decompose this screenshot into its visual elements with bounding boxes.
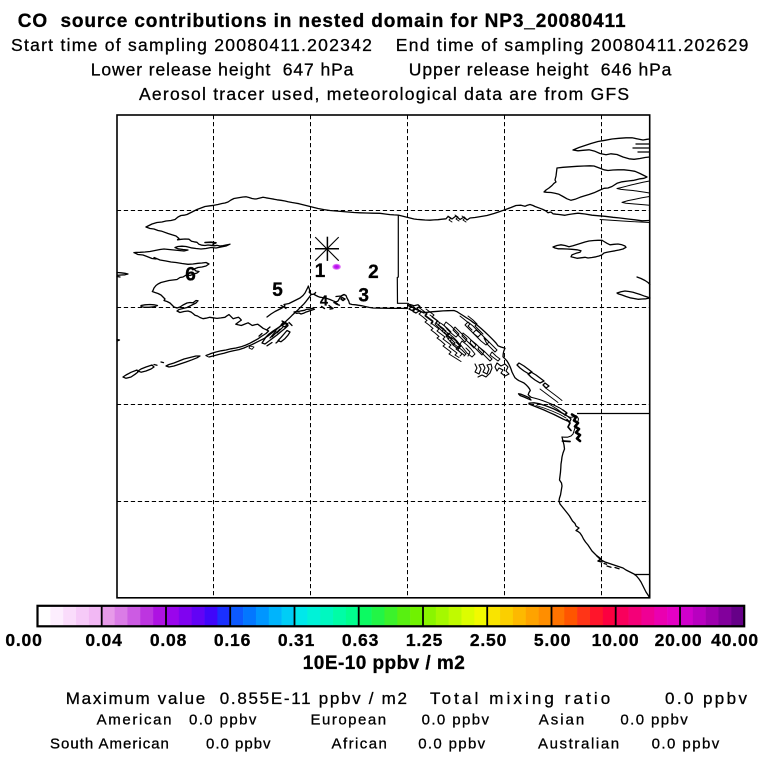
svg-text:0.04: 0.04 [85, 630, 122, 650]
svg-text:20.00: 20.00 [655, 630, 703, 650]
svg-text:0.31: 0.31 [278, 630, 315, 650]
svg-text:American: American [97, 712, 174, 729]
svg-text:0.0 ppbv: 0.0 ppbv [418, 736, 486, 753]
svg-text:African: African [332, 736, 389, 753]
svg-text:European: European [311, 712, 388, 729]
svg-text:4: 4 [320, 293, 328, 309]
svg-text:0.0 ppbv: 0.0 ppbv [652, 736, 721, 753]
svg-text:South American: South American [50, 736, 170, 753]
svg-text:0.0 ppbv: 0.0 ppbv [189, 712, 258, 729]
svg-text:0.0 ppbv: 0.0 ppbv [206, 736, 272, 753]
svg-text:0.0 ppbv: 0.0 ppbv [665, 689, 749, 708]
svg-text:0.16: 0.16 [214, 630, 251, 650]
svg-text:1.25: 1.25 [406, 630, 443, 650]
svg-text:End time of sampling 20080411.: End time of sampling 20080411.202629 [396, 35, 750, 55]
svg-text:0.63: 0.63 [342, 630, 379, 650]
svg-text:Lower release height 647 hPa: Lower release height 647 hPa [91, 60, 355, 80]
svg-text:5: 5 [272, 280, 283, 301]
svg-text:CO source contributions in ne: CO source contributions in nested domain… [18, 11, 627, 32]
svg-text:0.00: 0.00 [5, 630, 42, 650]
svg-text:0.08: 0.08 [150, 630, 187, 650]
svg-text:3: 3 [358, 286, 369, 307]
svg-text:5.00: 5.00 [534, 630, 571, 650]
svg-text:1: 1 [315, 261, 326, 282]
svg-text:2: 2 [368, 262, 379, 283]
svg-text:6: 6 [185, 265, 196, 286]
svg-text:40.00: 40.00 [711, 630, 759, 650]
svg-text:Start time of sampling 2008041: Start time of sampling 20080411.202342 [11, 35, 373, 55]
svg-text:0.0 ppbv: 0.0 ppbv [422, 712, 491, 729]
svg-text:Asian: Asian [539, 712, 587, 729]
svg-text:Aerosol tracer used, meteorolo: Aerosol tracer used, meteorological data… [139, 84, 630, 104]
svg-text:Total mixing ratio: Total mixing ratio [430, 689, 613, 708]
svg-text:Upper release height 646 hPa: Upper release height 646 hPa [409, 60, 673, 80]
svg-text:2.50: 2.50 [470, 630, 507, 650]
svg-text:Australian: Australian [538, 736, 621, 753]
svg-text:10.00: 10.00 [592, 630, 640, 650]
svg-text:10E-10 ppbv / m2: 10E-10 ppbv / m2 [303, 653, 465, 674]
svg-text:Maximum value 0.855E-11 ppbv: Maximum value 0.855E-11 ppbv / m2 [66, 689, 409, 708]
svg-text:0.0 ppbv: 0.0 ppbv [620, 712, 689, 729]
